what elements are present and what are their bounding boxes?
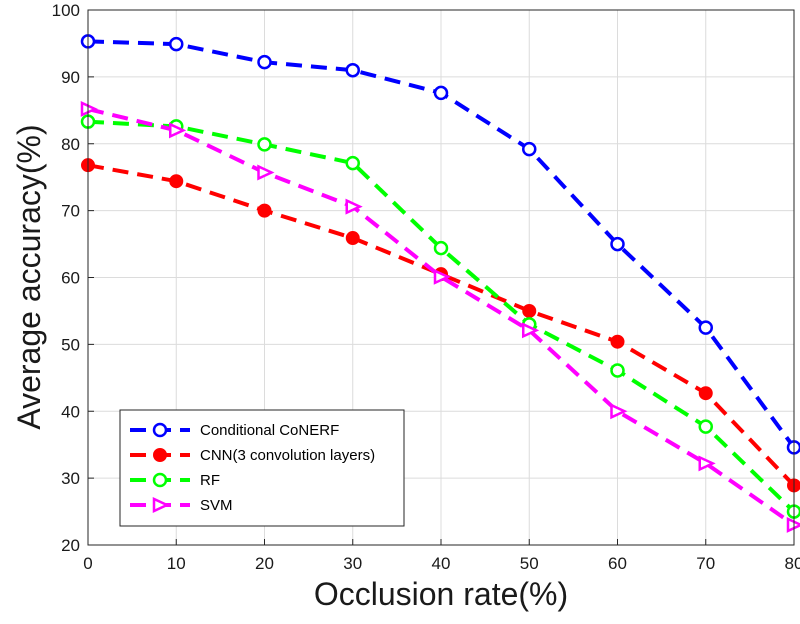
x-tick-label: 0: [83, 554, 92, 573]
x-tick-label: 70: [696, 554, 715, 573]
y-tick-label: 90: [61, 68, 80, 87]
legend-label: SVM: [200, 497, 233, 514]
series-line: [87, 163, 796, 487]
legend-marker: [152, 497, 170, 513]
x-tick-label: 20: [255, 554, 274, 573]
data-point: [345, 62, 360, 78]
axes: 0 10 20 30 40 50 60 70 80 20 30 40 50 60 70 80 90 100: [52, 1, 800, 573]
data-point: [345, 231, 360, 246]
data-point: [610, 403, 628, 420]
data-point: [610, 334, 625, 349]
legend-entry: CNN(3 convolution layers): [130, 447, 375, 464]
data-point: [433, 240, 449, 256]
data-point: [169, 36, 184, 52]
x-axis-title: Occlusion rate(%): [314, 576, 568, 612]
legend: Conditional CoNERF CNN(3 convolution laye…: [119, 409, 405, 527]
legend-label: RF: [200, 472, 220, 489]
data-point: [433, 268, 451, 285]
legend-marker: [152, 422, 168, 438]
series-line: [87, 107, 796, 527]
data-point: [698, 419, 713, 434]
y-tick-label: 60: [61, 269, 80, 288]
legend-entry: RF: [130, 472, 220, 489]
series-line: [87, 119, 796, 514]
y-tick-label: 30: [61, 469, 80, 488]
data-point: [257, 164, 275, 181]
data-point: [522, 141, 537, 157]
data-point: [610, 363, 625, 378]
y-tick-label: 100: [52, 1, 80, 20]
data-point: [345, 198, 363, 215]
x-tick-label: 60: [608, 554, 627, 573]
x-tick-label: 40: [432, 554, 451, 573]
data-point: [433, 85, 449, 101]
y-axis-title: Average accuracy(%): [11, 124, 47, 429]
y-tick-label: 40: [61, 402, 80, 421]
data-point: [257, 54, 272, 70]
x-tick-label: 30: [343, 554, 362, 573]
legend-marker: [152, 472, 168, 488]
y-tick-label: 50: [61, 335, 80, 354]
legend-label: Conditional CoNERF: [200, 422, 339, 439]
legend-entry: Conditional CoNERF: [130, 422, 339, 439]
data-point: [345, 155, 360, 171]
plot-frame: [87, 9, 795, 546]
y-tick-label: 20: [61, 536, 80, 555]
data-point: [698, 455, 716, 472]
data-point: [522, 303, 537, 318]
data-point: [698, 320, 713, 335]
x-tick-label: 50: [520, 554, 539, 573]
data-point: [698, 386, 713, 401]
data-point: [522, 322, 540, 339]
x-tick-label: 80: [785, 554, 800, 573]
y-tick-label: 80: [61, 135, 80, 154]
y-tick-label: 70: [61, 202, 80, 221]
x-tick-label: 10: [167, 554, 186, 573]
data-point: [257, 137, 272, 152]
legend-label: CNN(3 convolution layers): [200, 447, 375, 464]
legend-entry: SVM: [130, 497, 233, 514]
data-point: [257, 203, 272, 218]
data-point: [169, 122, 187, 139]
data-point: [610, 236, 625, 252]
data-point: [169, 174, 184, 189]
legend-marker: [153, 448, 167, 462]
